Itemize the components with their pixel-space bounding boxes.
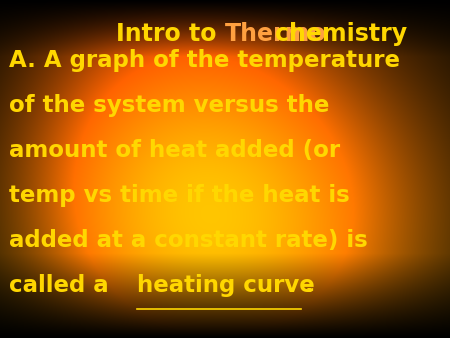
Text: chemistry: chemistry — [275, 22, 408, 46]
Text: called a: called a — [9, 274, 117, 297]
Text: amount of heat added (or: amount of heat added (or — [9, 139, 340, 162]
Text: Intro to: Intro to — [116, 22, 225, 46]
Text: of the system versus the: of the system versus the — [9, 94, 329, 117]
Text: heating curve: heating curve — [137, 274, 315, 297]
Text: .: . — [305, 274, 314, 297]
Text: Thermo: Thermo — [225, 22, 327, 46]
Text: temp vs time if the heat is: temp vs time if the heat is — [9, 184, 350, 207]
Text: A. A graph of the temperature: A. A graph of the temperature — [9, 49, 400, 72]
Text: added at a constant rate) is: added at a constant rate) is — [9, 229, 368, 252]
